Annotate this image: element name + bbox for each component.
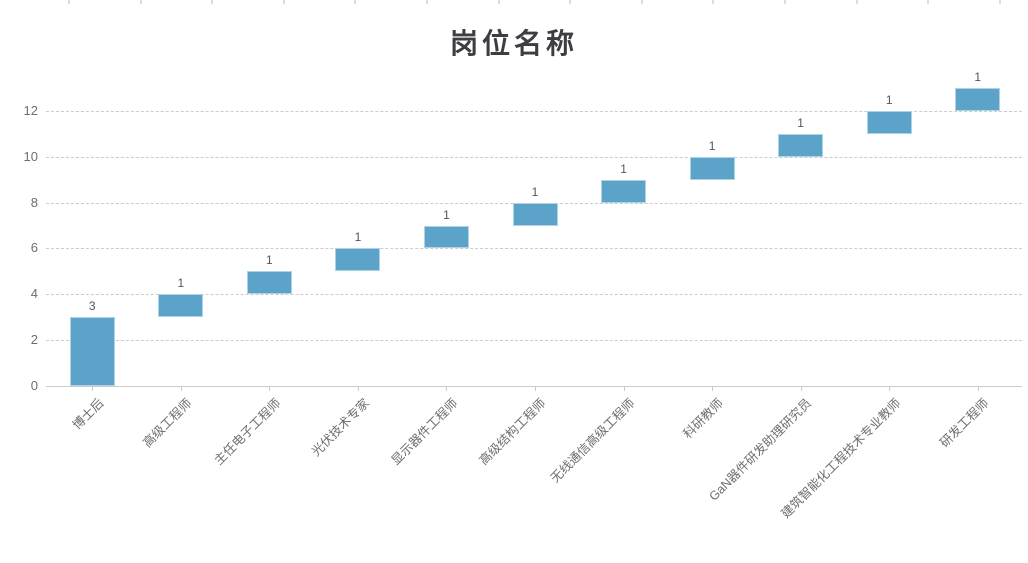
bar-建筑智能化工程技术专业教师[interactable]: [866, 110, 912, 134]
gridline: [46, 156, 1022, 158]
x-axis-category-label: 光伏技术专家: [308, 396, 372, 459]
y-axis-tick-label: 2: [30, 332, 38, 348]
x-axis-tick: [623, 387, 625, 391]
x-axis-tick: [92, 387, 94, 391]
y-axis-tick-label: 6: [30, 240, 38, 256]
x-axis-category-label: 高级工程师: [140, 396, 195, 451]
bar-value-label: 1: [266, 253, 273, 268]
bar-value-label: 1: [531, 184, 539, 199]
bar-显示器件工程师[interactable]: [423, 225, 469, 249]
top-axis-tick: [282, 0, 285, 4]
bar-value-label: 1: [974, 70, 982, 85]
top-axis-tick: [640, 0, 643, 4]
bar-value-label: 3: [88, 299, 96, 314]
gridline: [46, 248, 1022, 250]
x-axis-tick: [535, 387, 536, 391]
bar-GaN器件研发助理研究员[interactable]: [778, 133, 824, 157]
top-axis-tick: [998, 0, 1001, 4]
y-axis-tick-label: 0: [30, 378, 38, 393]
bar-主任电子工程师[interactable]: [246, 271, 292, 295]
top-axis-tick: [497, 0, 500, 4]
x-axis-tick: [269, 387, 271, 391]
chart-title: 岗位名称: [449, 29, 578, 60]
top-axis-tick: [784, 0, 786, 4]
gridline: [46, 294, 1022, 296]
bar-value-label: 1: [443, 207, 450, 222]
y-axis-tick-label: 4: [30, 286, 38, 302]
y-axis-tick-label: 12: [23, 102, 38, 118]
x-axis-category-label: GaN器件研发助理研究员: [706, 396, 815, 504]
top-axis-tick: [855, 0, 858, 4]
x-axis-line: [46, 386, 1022, 387]
bar-光伏技术专家[interactable]: [335, 248, 381, 272]
bar-value-label: 1: [354, 230, 362, 245]
x-axis-tick: [357, 387, 359, 391]
gridline: [46, 340, 1022, 342]
x-axis-tick: [800, 387, 802, 391]
top-axis-tick: [354, 0, 357, 4]
top-axis-tick: [927, 0, 930, 4]
y-axis-tick-label: 8: [30, 194, 38, 210]
top-axis-tick: [569, 0, 572, 4]
x-axis-tick: [446, 387, 448, 391]
top-axis-tick: [426, 0, 428, 4]
x-axis-tick: [977, 387, 979, 391]
bar-高级结构工程师[interactable]: [512, 202, 558, 226]
x-axis-category-label: 科研教师: [680, 396, 726, 442]
top-axis-tick: [139, 0, 142, 4]
x-axis-category-label: 主任电子工程师: [211, 396, 284, 468]
top-axis-tick: [68, 0, 70, 4]
bar-value-label: 1: [620, 161, 627, 176]
bar-value-label: 1: [797, 115, 804, 130]
x-axis-category-label: 显示器件工程师: [388, 396, 461, 468]
bar-value-label: 1: [708, 138, 716, 153]
top-axis-tick: [712, 0, 715, 4]
y-axis-tick-label: 10: [23, 148, 38, 164]
bar-无线通信高级工程师[interactable]: [601, 179, 647, 203]
bar-高级工程师[interactable]: [158, 294, 204, 318]
x-axis-category-label: 高级结构工程师: [477, 396, 549, 468]
x-axis-tick: [889, 387, 891, 391]
bar-博士后[interactable]: [69, 317, 115, 386]
x-axis-tick: [712, 387, 714, 391]
x-axis-category-label: 研发工程师: [937, 396, 992, 451]
x-axis-category-label: 无线通信高级工程师: [547, 396, 638, 486]
bar-value-label: 1: [177, 276, 185, 291]
x-axis-category-label: 博士后: [69, 396, 107, 433]
bar-科研教师[interactable]: [689, 156, 735, 180]
bar-value-label: 1: [885, 92, 893, 107]
top-axis-tick: [211, 0, 214, 4]
gridline: [46, 110, 1022, 112]
bar-研发工程师[interactable]: [955, 88, 1001, 111]
x-axis-tick: [180, 387, 182, 391]
